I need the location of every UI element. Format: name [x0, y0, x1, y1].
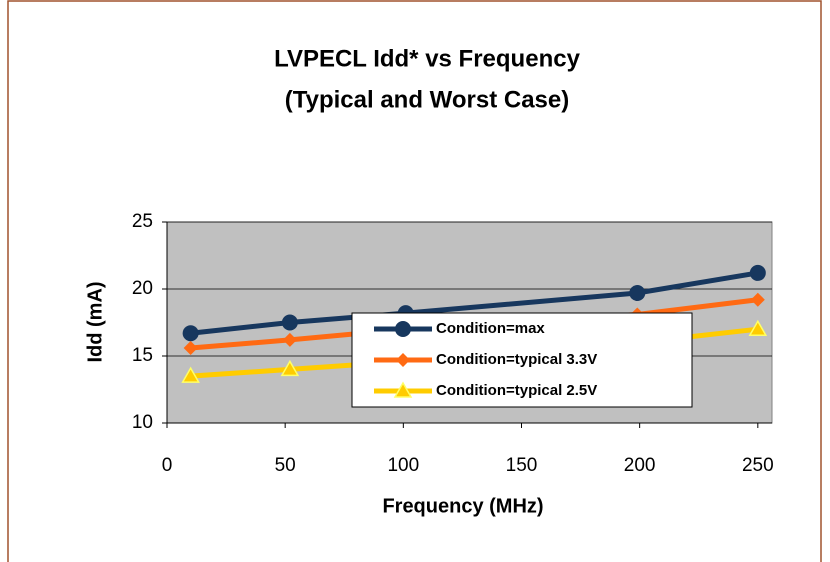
x-tick-label: 100: [387, 455, 419, 476]
marker: [748, 319, 768, 336]
marker: [183, 340, 198, 355]
marker: [182, 325, 199, 342]
y-tick-label: 10: [132, 412, 153, 433]
x-tick-label: 200: [624, 455, 656, 476]
marker: [280, 359, 300, 377]
legend-label: Condition=max: [436, 320, 545, 337]
x-axis-label: Frequency (MHz): [382, 495, 543, 517]
marker: [281, 314, 298, 331]
chart-title: LVPECL Idd* vs Frequency: [274, 45, 581, 72]
marker: [393, 381, 413, 398]
y-axis-label: Idd (mA): [84, 281, 106, 362]
x-tick-label: 0: [162, 455, 173, 476]
y-tick-label: 25: [132, 211, 153, 232]
marker: [181, 366, 200, 383]
marker: [395, 321, 411, 337]
y-tick-label: 20: [132, 278, 153, 299]
marker: [749, 264, 766, 281]
x-tick-label: 250: [742, 455, 774, 476]
marker: [282, 332, 297, 347]
x-tick-label: 150: [506, 455, 538, 476]
chart-subtitle: (Typical and Worst Case): [285, 86, 570, 113]
legend-label: Condition=typical 2.5V: [436, 382, 597, 399]
marker: [750, 292, 765, 307]
marker: [629, 285, 646, 302]
marker: [396, 353, 410, 367]
legend-label: Condition=typical 3.3V: [436, 351, 597, 368]
x-tick-label: 50: [275, 455, 296, 476]
y-tick-label: 15: [132, 345, 153, 366]
